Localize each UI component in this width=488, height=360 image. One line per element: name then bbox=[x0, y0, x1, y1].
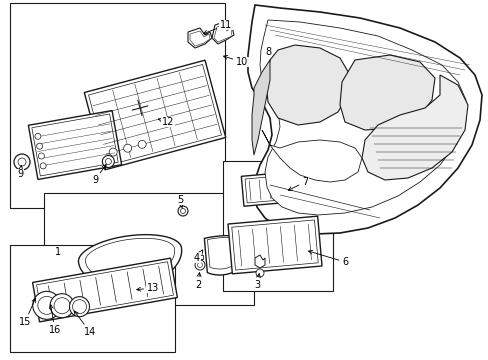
Text: 2: 2 bbox=[195, 273, 201, 290]
Circle shape bbox=[197, 262, 202, 267]
Circle shape bbox=[33, 291, 61, 319]
Polygon shape bbox=[262, 130, 361, 182]
Polygon shape bbox=[244, 173, 314, 203]
Circle shape bbox=[69, 297, 89, 317]
Polygon shape bbox=[187, 28, 212, 48]
Polygon shape bbox=[227, 216, 322, 274]
Circle shape bbox=[39, 153, 44, 159]
Text: 14: 14 bbox=[74, 311, 96, 337]
Polygon shape bbox=[33, 258, 177, 322]
Circle shape bbox=[72, 300, 86, 314]
Circle shape bbox=[38, 296, 56, 314]
Circle shape bbox=[14, 154, 30, 170]
Bar bbox=[197, 255, 203, 259]
Text: 6: 6 bbox=[308, 250, 347, 267]
Bar bbox=[10, 3, 224, 208]
Bar bbox=[10, 245, 175, 352]
Circle shape bbox=[109, 148, 117, 156]
Text: 9: 9 bbox=[92, 165, 106, 185]
Polygon shape bbox=[241, 170, 318, 206]
Polygon shape bbox=[251, 60, 269, 155]
Polygon shape bbox=[247, 5, 481, 234]
Polygon shape bbox=[361, 75, 467, 180]
Circle shape bbox=[178, 206, 187, 216]
Circle shape bbox=[35, 133, 41, 139]
Circle shape bbox=[180, 208, 185, 213]
Text: 5: 5 bbox=[177, 195, 183, 208]
Circle shape bbox=[18, 158, 26, 166]
Circle shape bbox=[105, 158, 111, 165]
Polygon shape bbox=[214, 25, 231, 42]
Polygon shape bbox=[231, 220, 318, 270]
Text: 12: 12 bbox=[158, 117, 174, 127]
Circle shape bbox=[195, 260, 204, 270]
Text: 4: 4 bbox=[194, 250, 203, 263]
Circle shape bbox=[54, 298, 70, 314]
Text: 15: 15 bbox=[19, 298, 36, 327]
Polygon shape bbox=[85, 238, 174, 282]
Polygon shape bbox=[207, 238, 245, 269]
Polygon shape bbox=[339, 55, 434, 130]
Polygon shape bbox=[78, 235, 182, 288]
Polygon shape bbox=[190, 31, 209, 46]
Polygon shape bbox=[32, 114, 118, 176]
Text: 11: 11 bbox=[203, 20, 232, 34]
Polygon shape bbox=[84, 60, 225, 170]
Text: 1: 1 bbox=[55, 247, 61, 257]
Polygon shape bbox=[260, 20, 465, 215]
Polygon shape bbox=[265, 45, 349, 125]
Circle shape bbox=[123, 144, 131, 152]
Text: 16: 16 bbox=[49, 305, 61, 335]
Text: 9: 9 bbox=[17, 166, 23, 179]
Text: 8: 8 bbox=[264, 47, 270, 57]
Circle shape bbox=[256, 269, 264, 277]
Text: 7: 7 bbox=[288, 177, 307, 190]
Circle shape bbox=[37, 143, 42, 149]
Polygon shape bbox=[204, 235, 251, 275]
Text: 3: 3 bbox=[253, 274, 260, 290]
Bar bbox=[223, 161, 332, 291]
Polygon shape bbox=[28, 111, 122, 180]
Text: 13: 13 bbox=[137, 283, 159, 293]
Polygon shape bbox=[88, 64, 221, 166]
Circle shape bbox=[40, 163, 46, 169]
Polygon shape bbox=[37, 262, 173, 318]
Circle shape bbox=[50, 294, 74, 318]
Circle shape bbox=[102, 156, 114, 167]
Text: 10: 10 bbox=[223, 55, 247, 67]
Bar bbox=[44, 193, 253, 305]
Polygon shape bbox=[254, 255, 264, 268]
Circle shape bbox=[138, 140, 146, 148]
Polygon shape bbox=[212, 22, 234, 44]
